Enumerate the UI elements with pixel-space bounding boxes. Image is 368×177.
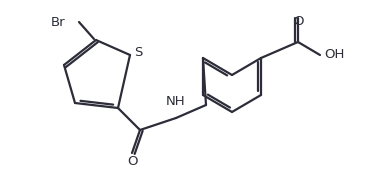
Text: O: O xyxy=(293,15,303,28)
Text: Br: Br xyxy=(50,16,65,28)
Text: OH: OH xyxy=(324,48,344,61)
Text: S: S xyxy=(134,45,142,59)
Text: NH: NH xyxy=(166,95,185,108)
Text: O: O xyxy=(127,155,137,168)
